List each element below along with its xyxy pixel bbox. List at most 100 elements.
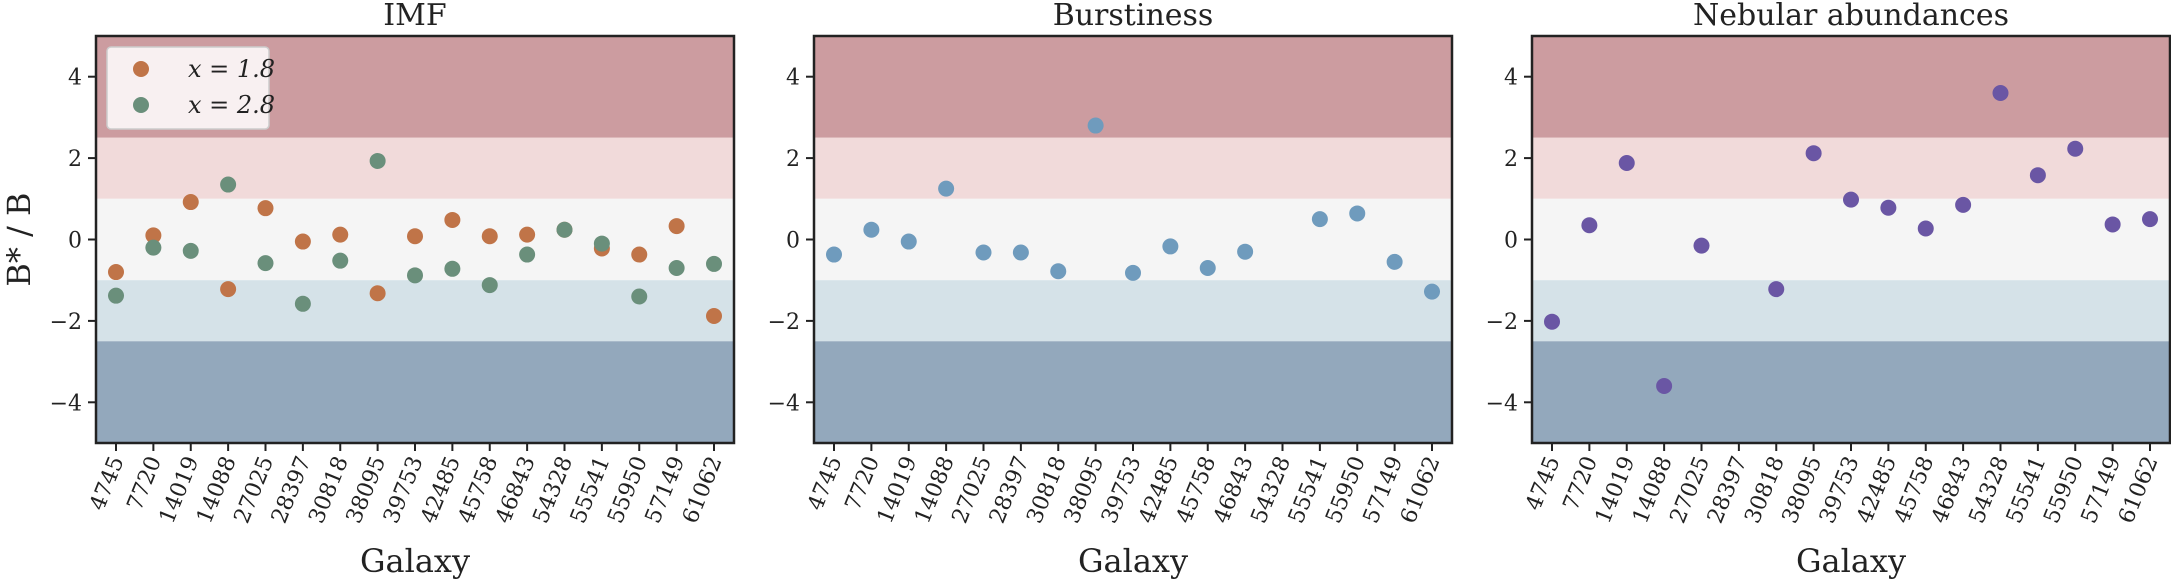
data-point-x-2-8 — [706, 255, 722, 272]
data-point-series-0 — [2029, 167, 2046, 184]
y-tick-label: 2 — [1504, 147, 1518, 172]
data-point-x-1-8 — [631, 246, 648, 263]
panel-1: Burstiness420−2−447457720140191408827025… — [768, 0, 1454, 580]
y-tick-label: 4 — [786, 66, 800, 91]
y-tick-label: −4 — [50, 391, 82, 416]
data-point-series-0 — [1125, 264, 1141, 281]
panel-title: IMF — [383, 0, 446, 33]
y-tick-label: 0 — [1504, 229, 1518, 254]
band-2 — [1532, 198, 2170, 281]
y-tick-label: −2 — [768, 310, 800, 335]
data-point-x-1-8 — [145, 227, 162, 244]
data-point-x-2-8 — [108, 287, 124, 304]
data-point-x-2-8 — [444, 260, 461, 277]
data-point-series-0 — [1544, 313, 1560, 330]
data-point-x-2-8 — [369, 152, 386, 169]
y-tick-label: −2 — [50, 310, 82, 335]
legend-label: x = 2.8 — [188, 91, 275, 119]
y-tick-label: 2 — [68, 147, 82, 172]
panel-title: Burstiness — [1053, 0, 1214, 33]
y-tick-label: 4 — [68, 66, 82, 91]
x-axis-label: Galaxy — [1078, 542, 1188, 579]
data-point-series-0 — [1992, 84, 2009, 101]
data-point-x-1-8 — [369, 285, 386, 302]
data-point-series-0 — [1199, 259, 1216, 276]
data-point-series-0 — [1050, 263, 1067, 280]
data-point-x-2-8 — [145, 239, 162, 256]
data-point-series-0 — [1656, 378, 1673, 395]
data-point-x-2-8 — [481, 277, 498, 294]
band-3 — [1532, 280, 2170, 342]
data-point-series-0 — [826, 246, 842, 263]
data-point-series-0 — [1955, 196, 1972, 213]
band-0 — [814, 36, 1452, 138]
band-4 — [1532, 341, 2170, 443]
y-tick-label: −4 — [1486, 391, 1518, 416]
band-3 — [814, 280, 1452, 342]
data-point-series-0 — [1237, 243, 1254, 260]
data-point-x-1-8 — [407, 228, 423, 245]
y-tick-label: −2 — [1486, 310, 1518, 335]
panel-title: Nebular abundances — [1693, 0, 2009, 33]
panel-2: Nebular abundances420−2−4474577201401914… — [1486, 0, 2171, 580]
data-point-series-0 — [1843, 191, 1859, 208]
band-0 — [1532, 36, 2170, 138]
data-point-x-2-8 — [556, 221, 573, 238]
data-point-series-0 — [1805, 145, 1822, 162]
legend-label: x = 1.8 — [188, 55, 275, 83]
data-point-series-0 — [938, 180, 955, 197]
data-point-x-2-8 — [257, 255, 274, 272]
legend-marker — [133, 61, 149, 77]
band-4 — [814, 341, 1452, 443]
data-point-x-1-8 — [294, 233, 311, 250]
data-point-x-2-8 — [220, 176, 237, 193]
data-point-x-2-8 — [631, 288, 648, 305]
data-point-x-2-8 — [182, 242, 199, 259]
band-4 — [96, 341, 734, 443]
data-point-series-0 — [1618, 154, 1635, 171]
data-point-series-0 — [1012, 244, 1029, 261]
data-point-x-2-8 — [593, 235, 610, 252]
data-point-series-0 — [1311, 211, 1328, 228]
data-point-series-0 — [1693, 237, 1710, 254]
data-point-x-2-8 — [407, 267, 423, 284]
data-point-series-0 — [1917, 220, 1934, 237]
data-point-x-1-8 — [332, 226, 349, 243]
data-point-series-0 — [2142, 211, 2158, 228]
legend-marker — [133, 97, 149, 113]
data-point-series-0 — [1581, 217, 1598, 234]
data-point-series-0 — [863, 221, 880, 238]
data-point-x-2-8 — [668, 259, 685, 276]
data-point-x-2-8 — [519, 246, 536, 263]
x-axis-label: Galaxy — [1796, 542, 1906, 579]
data-point-x-1-8 — [444, 211, 461, 228]
data-point-series-0 — [975, 244, 992, 261]
data-point-series-0 — [1424, 283, 1440, 300]
legend: x = 1.8 x = 2.8 — [106, 46, 275, 130]
band-1 — [1532, 137, 2170, 199]
data-point-x-1-8 — [220, 281, 237, 298]
data-point-x-1-8 — [108, 264, 124, 281]
panel-0: IMF420−2−4474577201401914088270252839730… — [50, 0, 736, 580]
data-point-x-1-8 — [481, 228, 498, 245]
y-tick-label: 4 — [1504, 66, 1518, 91]
y-tick-label: 0 — [786, 229, 800, 254]
data-point-series-0 — [1162, 238, 1179, 255]
data-point-series-0 — [900, 233, 917, 250]
data-point-x-2-8 — [294, 295, 311, 312]
data-point-series-0 — [1087, 117, 1104, 134]
data-point-series-0 — [1768, 281, 1785, 298]
data-point-series-0 — [1880, 199, 1897, 216]
y-tick-label: 2 — [786, 147, 800, 172]
data-point-series-0 — [2067, 140, 2084, 157]
y-tick-label: 0 — [68, 229, 82, 254]
band-1 — [96, 137, 734, 199]
x-axis-label: Galaxy — [360, 542, 470, 579]
data-point-series-0 — [1349, 205, 1366, 222]
data-point-x-1-8 — [668, 218, 685, 235]
y-tick-label: −4 — [768, 391, 800, 416]
band-3 — [96, 280, 734, 342]
data-point-series-0 — [1386, 253, 1403, 270]
